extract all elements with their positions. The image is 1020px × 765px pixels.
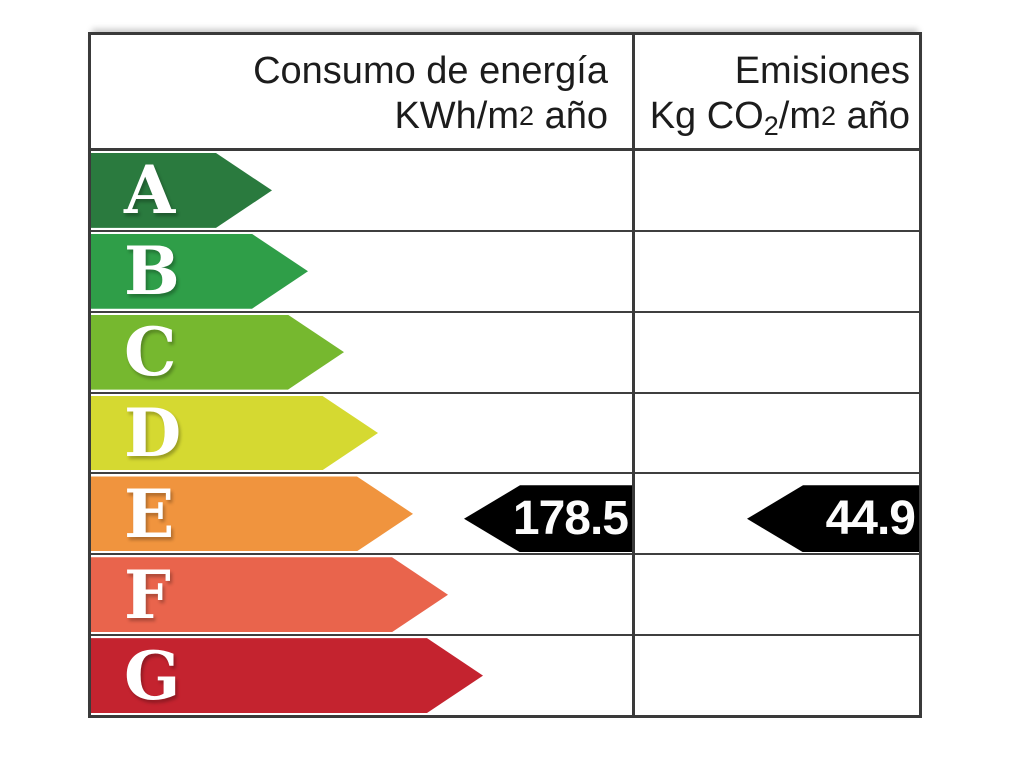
rating-row-e: E 178.5 44.9 <box>91 472 919 553</box>
energy-column-unit: KWh/m2 año <box>394 95 608 137</box>
squared-exponent: 2 <box>821 101 837 131</box>
rating-rows: A B C D E 178.5 44.9 <box>91 151 919 715</box>
rating-bar-f: F <box>91 557 448 632</box>
squared-exponent: 2 <box>519 101 535 131</box>
rating-bar-e: E <box>91 476 413 551</box>
emissions-column-header: Emisiones Kg CO2/m2 año <box>635 49 919 142</box>
emissions-column-title: Emisiones <box>734 50 910 92</box>
co2-subscript: 2 <box>763 111 779 141</box>
energy-value-marker: 178.5 <box>464 485 632 553</box>
emissions-column-unit: Kg CO2/m2 año <box>649 95 910 141</box>
rating-letter: B <box>124 232 180 311</box>
rating-bar-a: A <box>91 153 272 228</box>
rating-letter: A <box>124 151 176 230</box>
rating-row-f: F <box>91 553 919 634</box>
rating-bar-g: G <box>91 638 483 713</box>
rating-letter: C <box>124 313 177 392</box>
rating-bar-b: B <box>91 234 308 309</box>
rating-letter: F <box>124 555 171 634</box>
emissions-value: 44.9 <box>825 491 916 545</box>
emissions-value-marker: 44.9 <box>747 485 919 553</box>
energy-value: 178.5 <box>512 491 629 545</box>
rating-row-d: D <box>91 391 919 473</box>
rating-letter: E <box>124 474 175 553</box>
rating-letter: G <box>124 636 181 715</box>
rating-row-a: A <box>91 151 919 230</box>
energy-column-title: Consumo de energía <box>253 50 608 92</box>
rating-bar-d: D <box>91 396 378 471</box>
rating-letter: D <box>124 394 182 472</box>
column-divider <box>632 35 635 715</box>
energy-column-header: Consumo de energía KWh/m2 año <box>91 49 632 142</box>
table-header: Consumo de energía KWh/m2 año Emisiones … <box>91 35 919 151</box>
energy-certificate-table: Consumo de energía KWh/m2 año Emisiones … <box>88 32 922 718</box>
rating-row-g: G <box>91 634 919 715</box>
rating-row-c: C <box>91 310 919 392</box>
rating-row-b: B <box>91 229 919 311</box>
rating-bar-c: C <box>91 315 344 390</box>
